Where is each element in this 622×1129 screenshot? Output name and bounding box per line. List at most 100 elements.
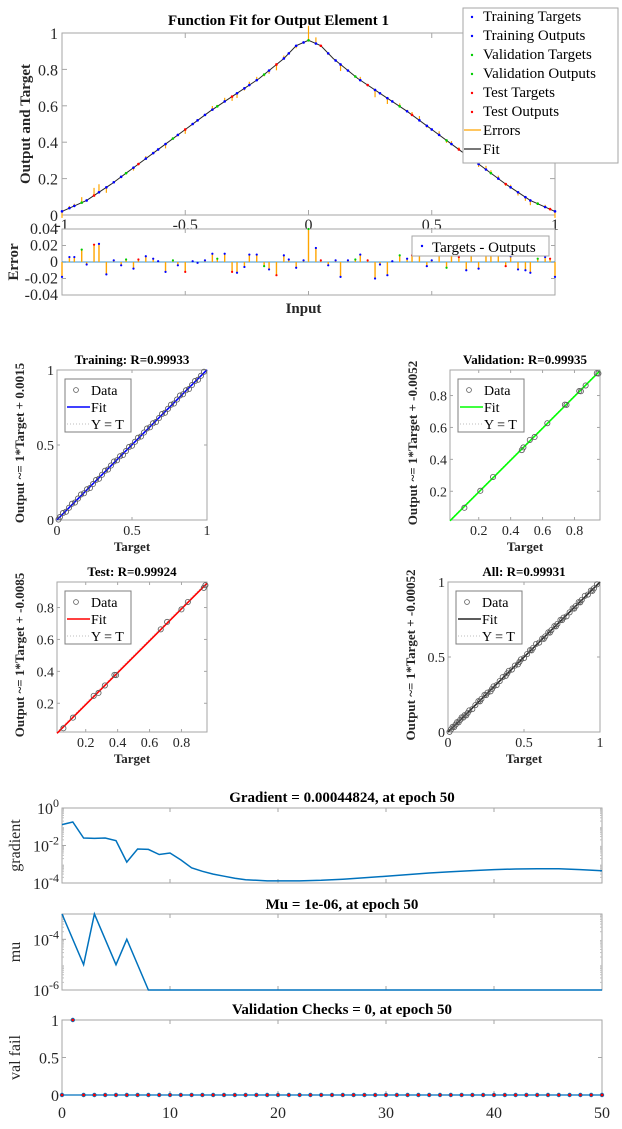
data-point <box>81 490 88 497</box>
legend: Training Targets Training Outputs Validati… <box>462 7 619 164</box>
tick-exponent: -2 <box>49 834 59 848</box>
y-tick-label: 10-2 <box>33 834 59 856</box>
validation-regression-chart: 0.2 0.4 0.6 0.8 0.2 0.4 0.6 0.8 Validation: R=0.… <box>405 352 602 554</box>
data-point <box>262 73 266 76</box>
data-point <box>137 162 140 166</box>
data-point <box>68 206 71 210</box>
error-point <box>223 252 226 255</box>
data-point <box>72 499 79 506</box>
data-point <box>581 592 588 599</box>
x-tick-label: 1 <box>204 524 211 539</box>
axes-box <box>61 807 603 884</box>
x-axis-label: Input <box>286 301 322 317</box>
y-tick-label: 0.4 <box>430 453 448 468</box>
data-point <box>183 128 187 131</box>
valfail-point <box>514 1093 517 1097</box>
data-point <box>386 96 389 100</box>
data-point <box>472 702 479 709</box>
data-point <box>78 491 85 498</box>
data-point <box>158 411 165 418</box>
legend-marker <box>470 15 474 19</box>
valfail-point <box>255 1093 258 1097</box>
valfail-point <box>319 1093 323 1097</box>
data-point <box>156 148 160 151</box>
tick-base: 10 <box>33 839 49 856</box>
y-axis-label: Output and Target <box>18 64 34 184</box>
data-point <box>499 674 506 681</box>
data-point <box>119 175 123 179</box>
data-point <box>69 714 76 721</box>
error-point <box>105 273 108 276</box>
data-point <box>508 666 515 673</box>
data-point <box>563 401 570 408</box>
error-point <box>477 267 480 270</box>
data-point <box>307 38 310 42</box>
x-tick-label: 30 <box>378 1105 394 1122</box>
valfail-point <box>579 1093 582 1097</box>
data-point <box>590 585 597 592</box>
data-point <box>548 207 552 211</box>
y-tick-label: 0 <box>438 726 445 741</box>
y-tick-label: 0.6 <box>38 99 58 116</box>
data-point <box>287 52 291 55</box>
y-tick-label: 10-4 <box>33 871 59 893</box>
error-point <box>430 259 433 262</box>
x-tick-label: 0 <box>54 524 61 539</box>
error-point <box>373 277 377 280</box>
y-axis-label: Output ~= 1*Target + -0.0085 <box>12 572 27 737</box>
data-point <box>157 626 164 633</box>
data-point <box>90 481 97 488</box>
y-tick-label: 0.5 <box>39 1051 59 1068</box>
data-point <box>496 678 503 685</box>
data-point <box>437 133 441 137</box>
data-point <box>92 194 96 197</box>
legend-marker <box>470 72 474 76</box>
y-axis-label: mu <box>7 942 24 962</box>
valfail-point <box>471 1093 474 1097</box>
data-point <box>87 485 94 492</box>
y-tick-label: 0 <box>51 1088 59 1105</box>
error-point <box>255 253 258 256</box>
error-point <box>275 274 278 277</box>
error-point <box>267 268 271 271</box>
data-point <box>134 434 141 441</box>
data-point <box>553 210 557 213</box>
data-point <box>202 582 209 589</box>
y-tick-label: 0.4 <box>37 665 55 680</box>
error-point <box>124 258 128 261</box>
y-tick-label: 0.5 <box>428 651 446 666</box>
valfail-point <box>492 1093 496 1097</box>
tick-base: 10 <box>33 932 49 949</box>
data-point <box>170 400 177 407</box>
error-point <box>216 257 219 260</box>
legend-entry: Data <box>91 384 118 399</box>
data-point <box>531 434 538 441</box>
valfail-point <box>147 1093 150 1097</box>
legend-entry: Data <box>482 596 509 611</box>
error-point <box>211 252 214 255</box>
legend: Data Fit Y = T <box>64 590 132 645</box>
error-point <box>391 260 394 263</box>
error-point <box>425 265 428 268</box>
error-point <box>339 275 342 278</box>
data-point <box>164 405 171 412</box>
error-point <box>334 259 337 262</box>
x-tick-label: 0.6 <box>141 736 159 751</box>
chart-title: Validation: R=0.99935 <box>463 352 587 367</box>
error-point <box>295 266 298 269</box>
data-point <box>493 682 500 689</box>
data-point <box>450 142 453 146</box>
data-point <box>196 119 199 122</box>
error-point <box>230 270 234 273</box>
legend-entry: Targets - Outputs <box>432 240 536 256</box>
y-axis-label: Output ~= 1*Target + 0.0015 <box>12 362 27 523</box>
error-point <box>406 257 409 260</box>
valfail-point <box>93 1093 96 1097</box>
data-point <box>554 620 561 627</box>
data-point <box>69 500 76 507</box>
legend-entry: Data <box>484 384 511 399</box>
data-point <box>178 606 185 613</box>
data-point <box>524 651 531 658</box>
valfail-point <box>190 1093 194 1097</box>
